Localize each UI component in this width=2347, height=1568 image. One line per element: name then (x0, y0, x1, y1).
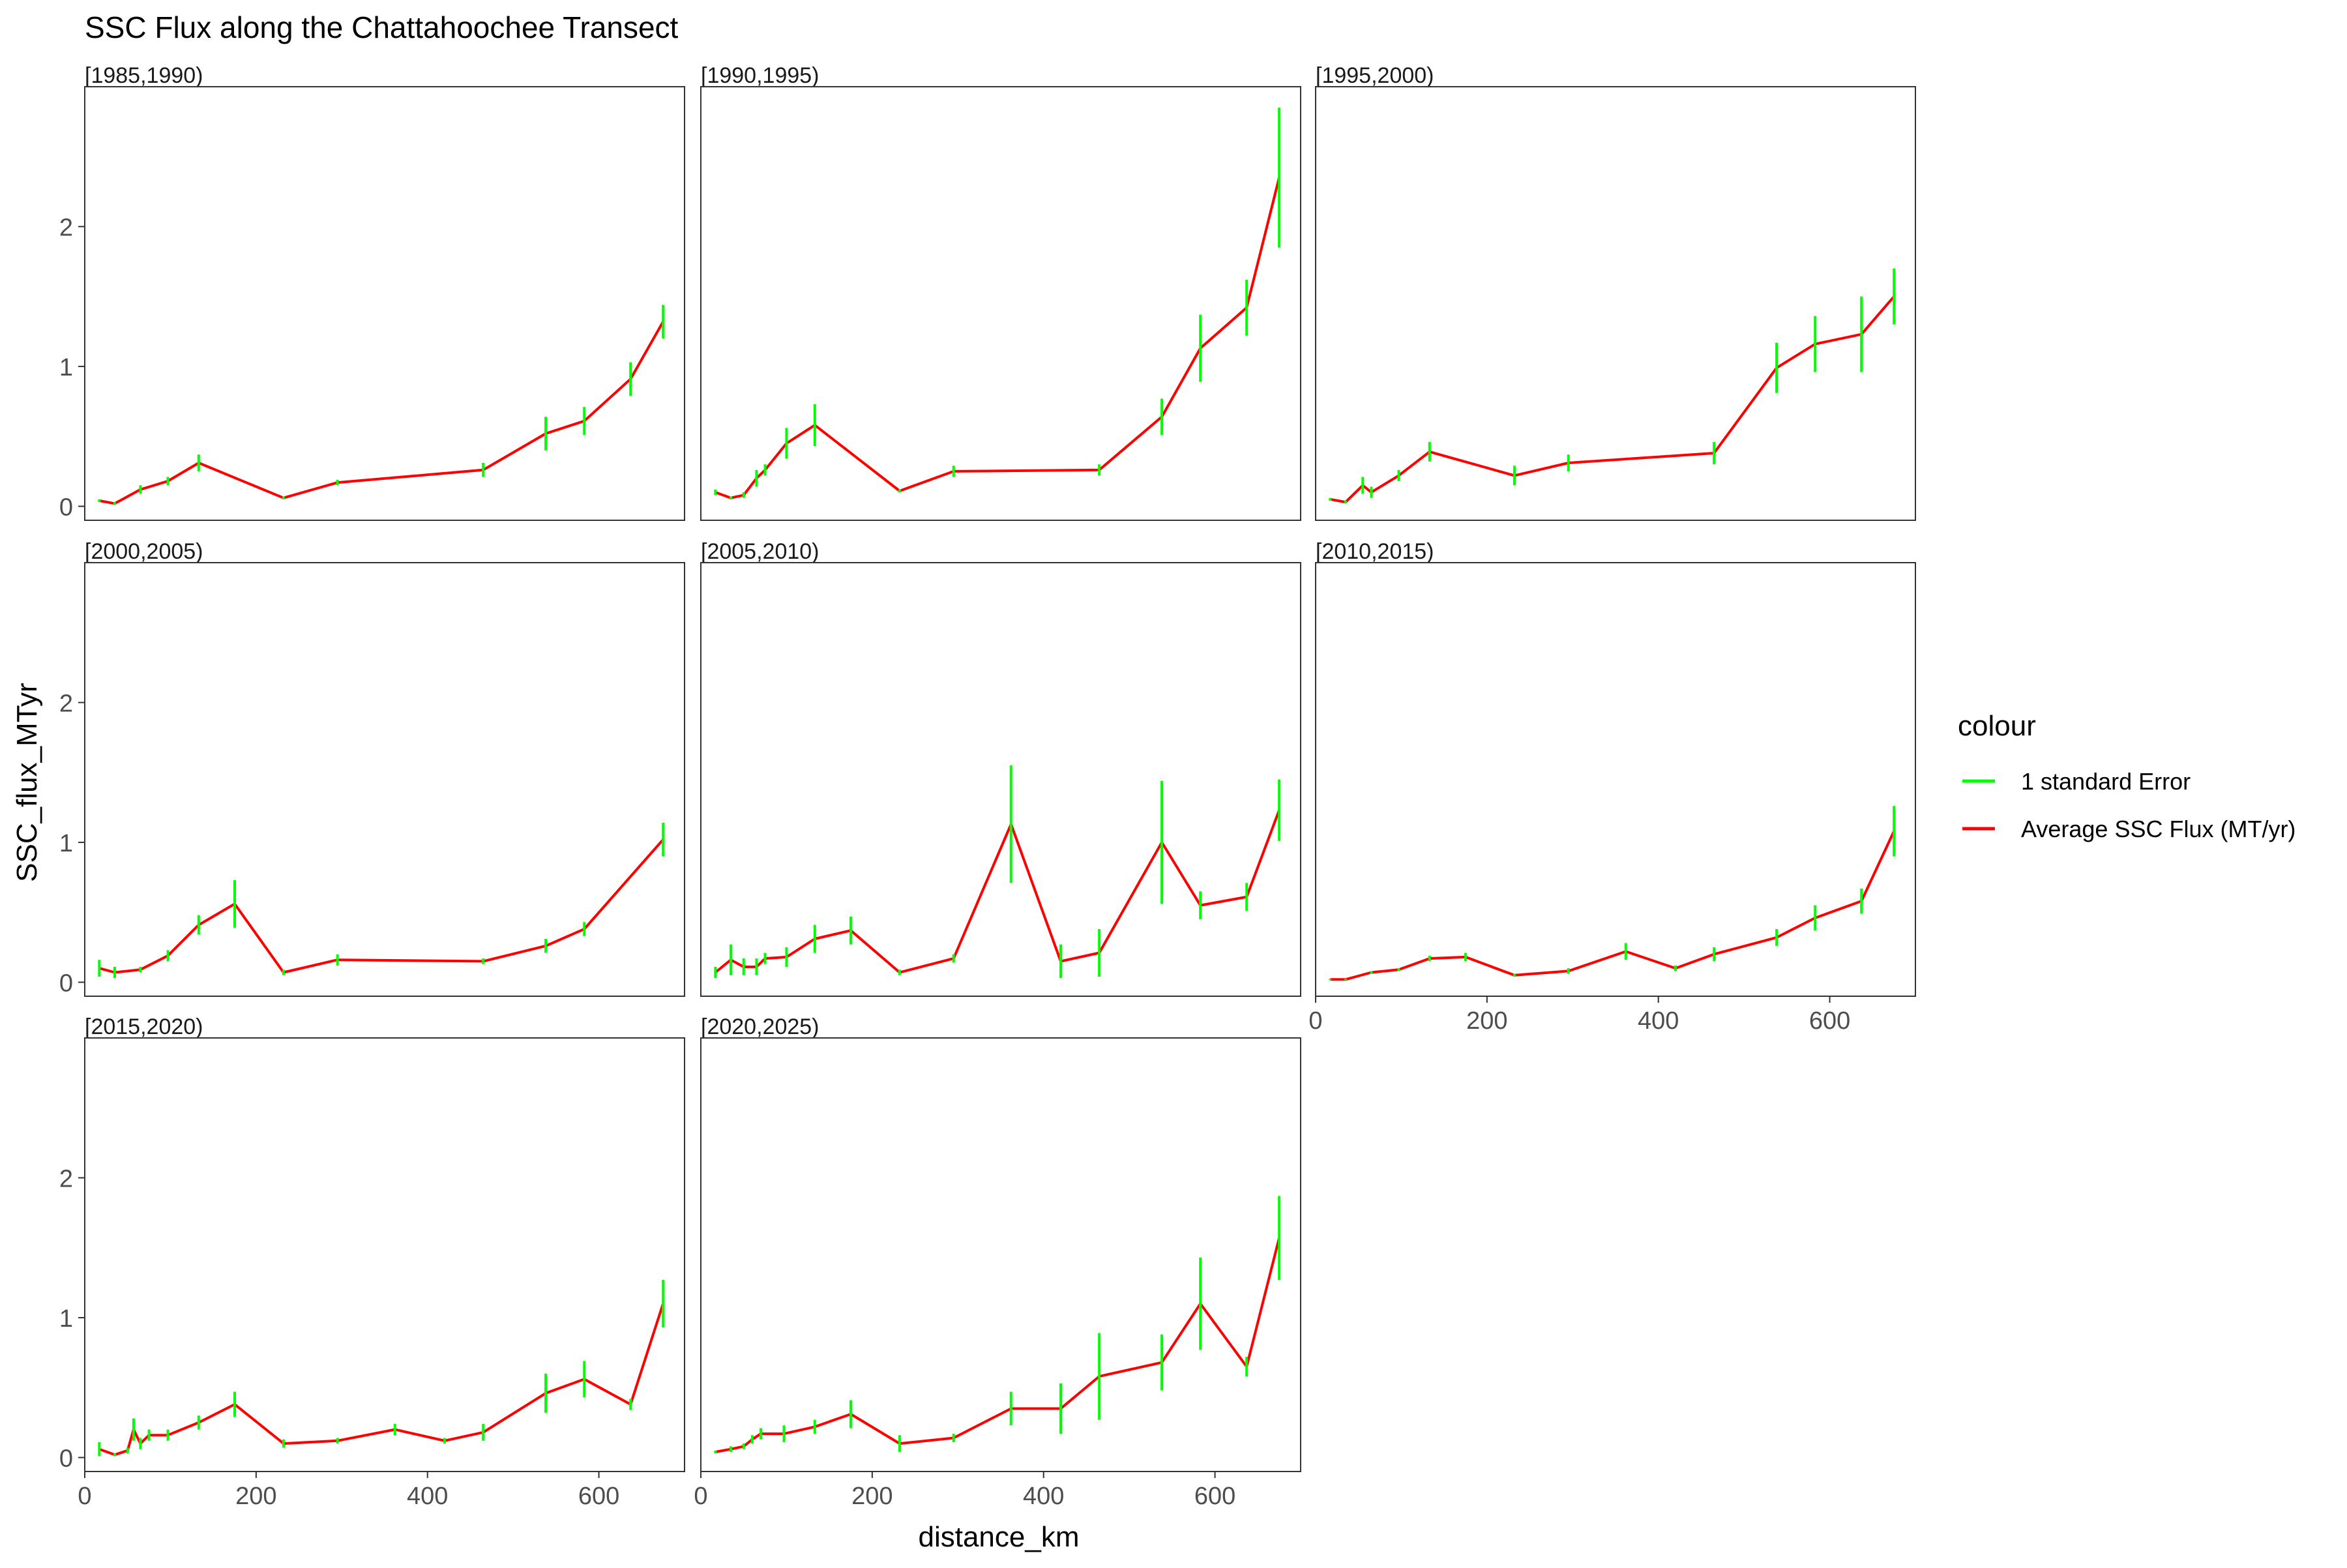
x-tick-label: 200 (235, 1483, 276, 1510)
legend-title: colour (1958, 710, 2036, 742)
chart-title: SSC Flux along the Chattahoochee Transec… (85, 10, 679, 44)
panel-border (84, 86, 685, 521)
y-axis-label: SSC_flux_MTyr (11, 683, 43, 882)
y-tick-label: 1 (59, 830, 73, 857)
x-tick-label: 200 (1466, 1007, 1507, 1035)
y-tick-label: 2 (59, 214, 73, 242)
x-tick-label: 200 (851, 1483, 893, 1510)
x-tick-label: 0 (1308, 1007, 1322, 1035)
panel-border (84, 1037, 685, 1472)
facet-label: [2015,2020) (85, 1014, 203, 1039)
panel-border (84, 562, 685, 997)
x-tick-label: 0 (78, 1483, 91, 1510)
facet-label: [2010,2015) (1316, 539, 1434, 564)
series-line-average-flux (715, 177, 1281, 499)
series-line-average-flux (98, 838, 664, 974)
facet-label: [2005,2010) (701, 539, 819, 564)
facet-panel: [1995,2000) (1315, 63, 1916, 521)
facet-label: [1990,1995) (701, 63, 819, 88)
y-tick-label: 0 (59, 494, 73, 522)
panel-border (700, 86, 1301, 521)
facet-panel: [1985,1990) 0 1 2 (59, 63, 685, 522)
legend: colour 1 standard Error Average SSC Flux… (1958, 710, 2295, 842)
y-tick-label: 0 (59, 970, 73, 998)
legend-entry-standard-error: 1 standard Error (1962, 768, 2191, 795)
panel-border (700, 1037, 1301, 1472)
facet-label: [2000,2005) (85, 539, 203, 564)
x-axis-label: distance_km (918, 1521, 1079, 1553)
legend-label-standard-error: 1 standard Error (2021, 768, 2191, 795)
facet-panel: [2020,2025) 0 200 400 600 (694, 1014, 1301, 1510)
panel-border (1315, 86, 1916, 521)
facet-panel: [2005,2010) (700, 539, 1301, 997)
facet-panel: [2010,2015) 0 200 400 600 (1308, 539, 1916, 1035)
y-tick-label: 1 (59, 354, 73, 381)
legend-label-average-flux: Average SSC Flux (MT/yr) (2021, 816, 2295, 842)
facet-label: [1985,1990) (85, 63, 203, 88)
y-tick-label: 1 (59, 1305, 73, 1333)
facet-panels: [1985,1990) 0 1 2 [1990,1995) [1995,2000) [200… (59, 63, 1916, 1510)
panel-border (1315, 562, 1916, 997)
y-tick-label: 2 (59, 1166, 73, 1193)
series-line-average-flux (98, 321, 664, 505)
facet-panel: [2015,2020) 0 1 2 0 200 400 600 (59, 1014, 685, 1510)
x-tick-label: 600 (1194, 1483, 1235, 1510)
x-tick-label: 600 (1809, 1007, 1850, 1035)
facet-label: [1995,2000) (1316, 63, 1434, 88)
panel-border (700, 562, 1301, 997)
facet-label: [2020,2025) (701, 1014, 819, 1039)
legend-entry-average-flux: Average SSC Flux (MT/yr) (1962, 816, 2295, 842)
facet-panel: [1990,1995) (700, 63, 1301, 521)
facet-panel: [2000,2005) 0 1 2 (59, 539, 685, 998)
x-tick-label: 400 (407, 1483, 448, 1510)
x-tick-label: 400 (1023, 1483, 1064, 1510)
x-tick-label: 0 (694, 1483, 707, 1510)
y-tick-label: 2 (59, 690, 73, 718)
y-tick-label: 0 (59, 1445, 73, 1473)
x-tick-label: 600 (578, 1483, 619, 1510)
x-tick-label: 400 (1638, 1007, 1679, 1035)
